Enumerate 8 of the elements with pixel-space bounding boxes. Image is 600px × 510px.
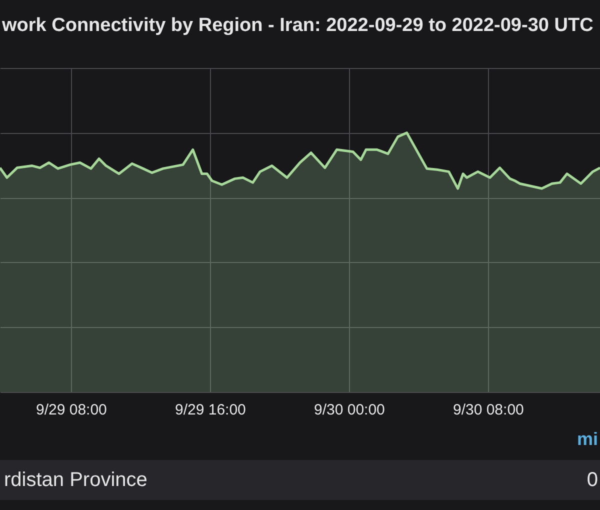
text: 0	[586, 469, 598, 491]
x-tick-label: 9/29 08:00	[36, 402, 107, 418]
text: rdistan Province	[4, 469, 148, 491]
text: mi	[576, 429, 598, 449]
x-tick-label: 9/30 08:00	[452, 402, 524, 418]
chart-title: work Connectivity by Region - Iran: 2022-09-29 to 2022-09-30 UTC	[1, 15, 594, 36]
x-tick-label: 9/29 16:00	[174, 402, 246, 418]
x-tick-label: 9/30 00:00	[314, 402, 385, 418]
